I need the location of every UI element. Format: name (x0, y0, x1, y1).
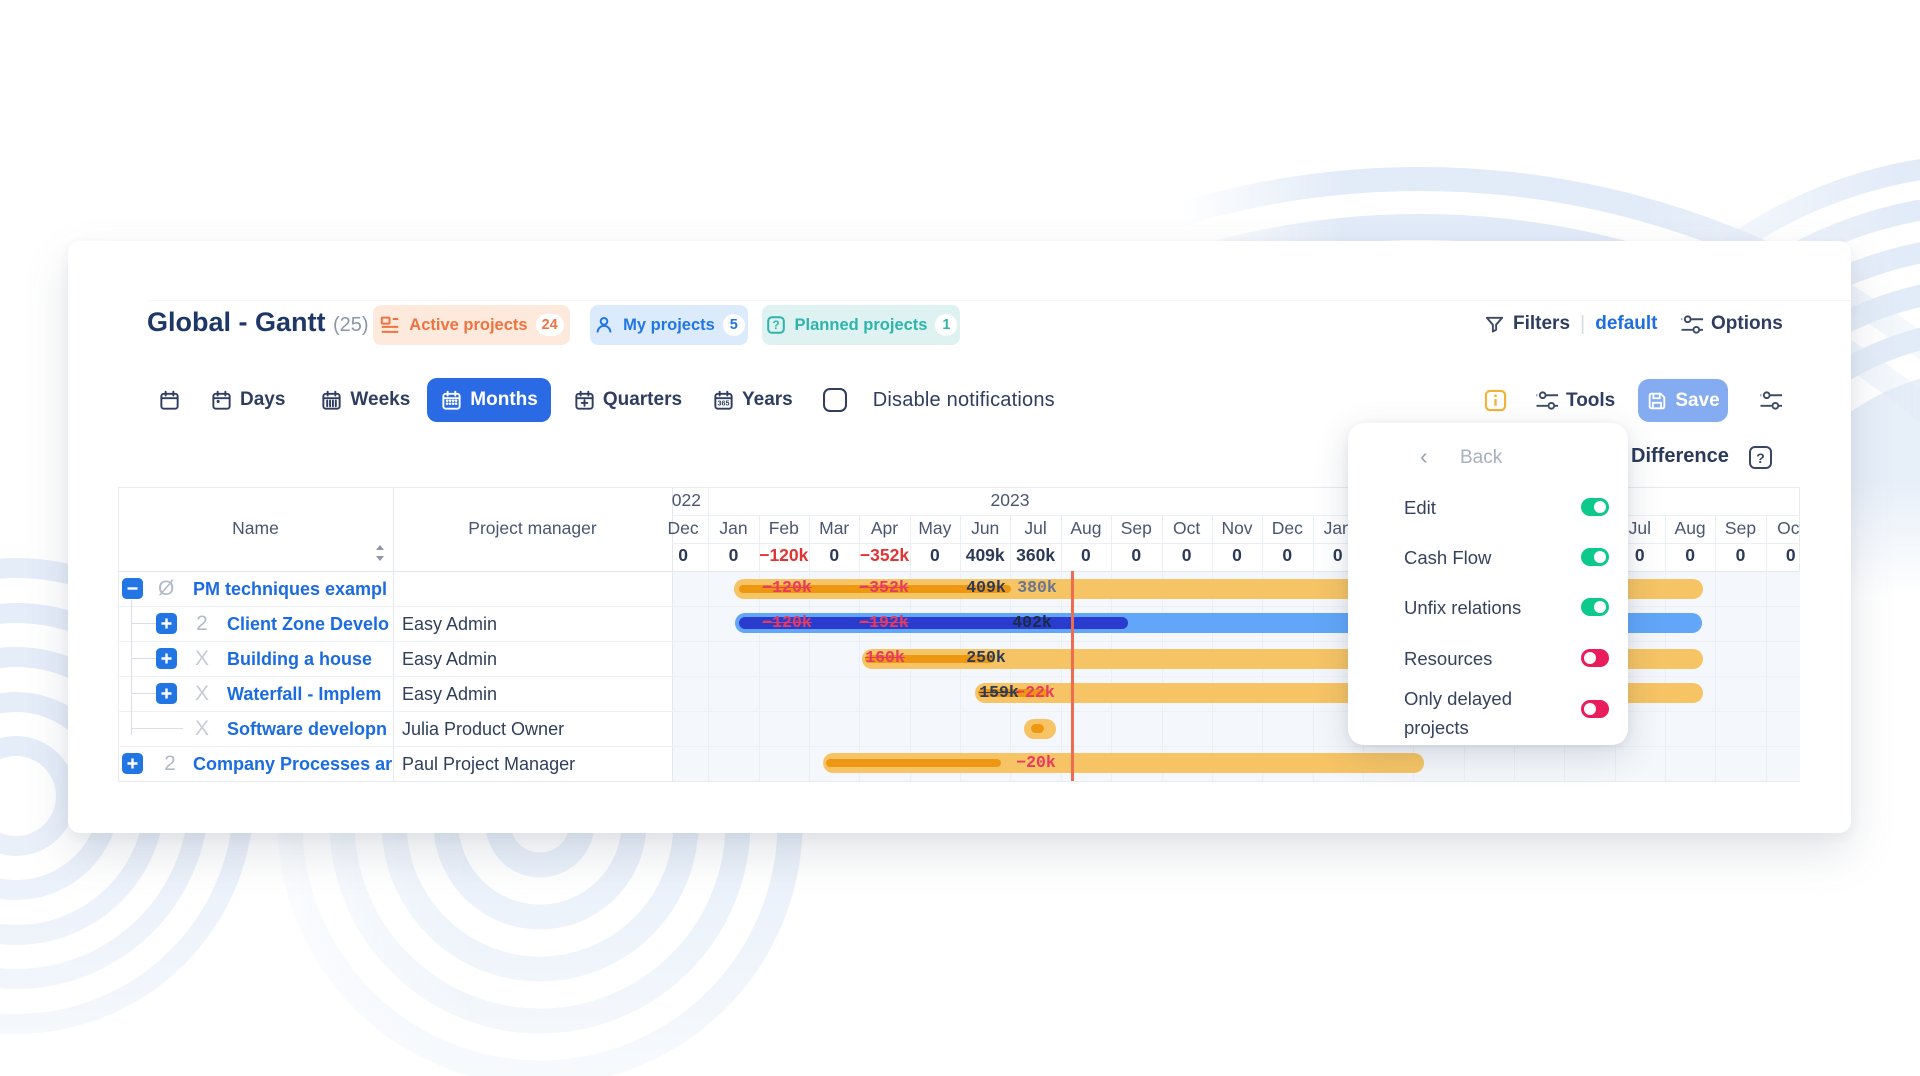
svg-text:365: 365 (718, 399, 730, 407)
svg-text:?: ? (772, 318, 779, 332)
